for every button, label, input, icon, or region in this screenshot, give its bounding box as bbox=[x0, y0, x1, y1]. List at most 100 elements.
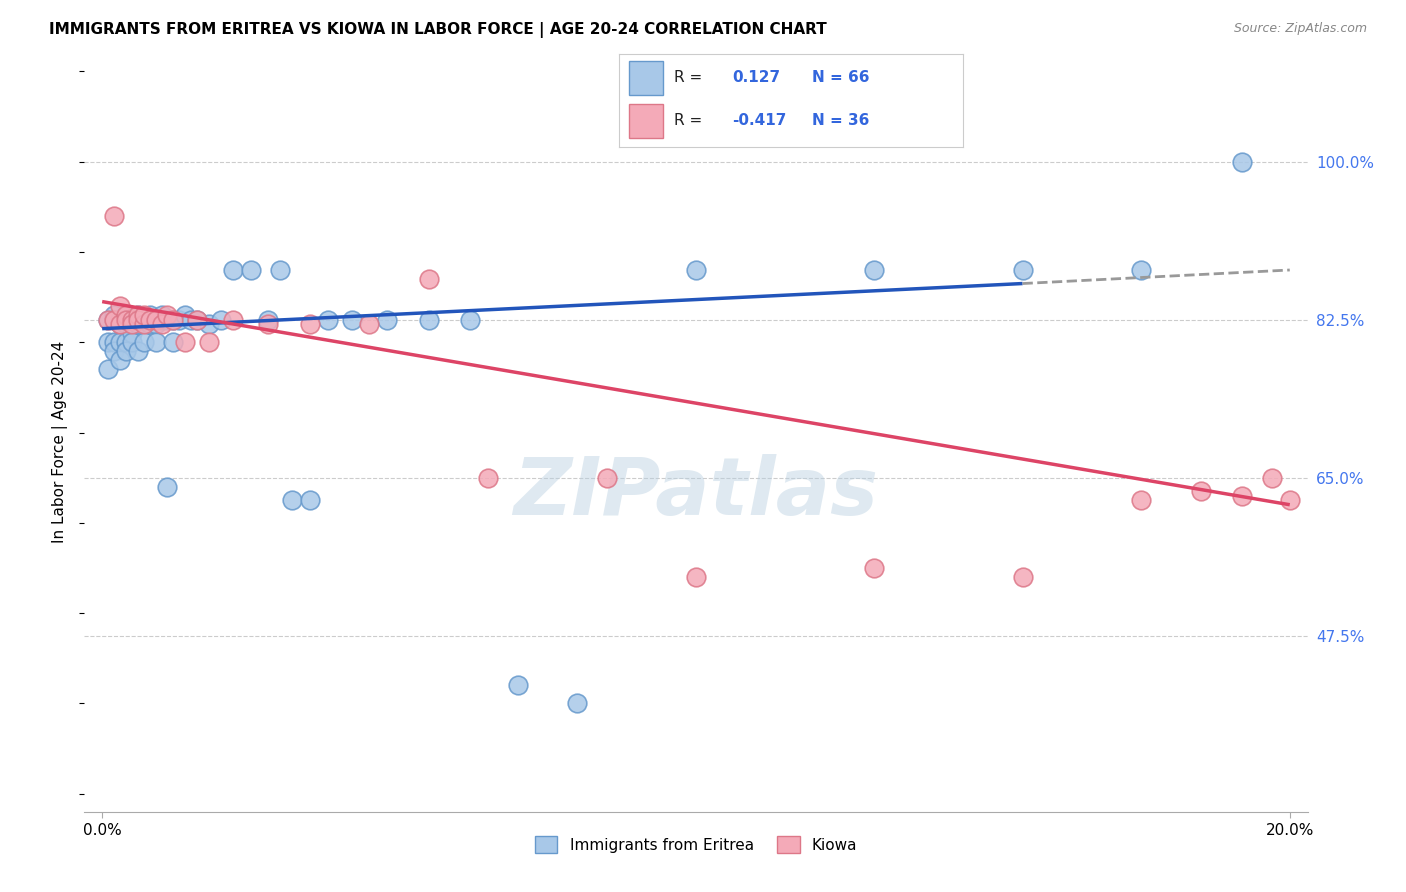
Point bbox=[418, 312, 440, 326]
Point bbox=[115, 317, 138, 331]
Point bbox=[103, 308, 125, 322]
Point bbox=[145, 312, 167, 326]
Point bbox=[103, 312, 125, 326]
Point bbox=[257, 312, 280, 326]
Point bbox=[127, 344, 149, 359]
Point bbox=[269, 263, 291, 277]
Point bbox=[174, 308, 197, 322]
Point bbox=[132, 308, 155, 322]
Text: Source: ZipAtlas.com: Source: ZipAtlas.com bbox=[1233, 22, 1367, 36]
Point bbox=[298, 493, 321, 508]
Point bbox=[162, 312, 184, 326]
Point bbox=[121, 326, 143, 341]
Point bbox=[108, 299, 131, 313]
Point bbox=[127, 308, 149, 322]
Point bbox=[138, 317, 160, 331]
Point bbox=[108, 335, 131, 350]
Point bbox=[685, 570, 707, 584]
Point bbox=[138, 312, 160, 326]
Point bbox=[1130, 493, 1153, 508]
Point bbox=[103, 344, 125, 359]
Point bbox=[162, 312, 184, 326]
Point bbox=[115, 335, 138, 350]
Point bbox=[1011, 570, 1033, 584]
Point bbox=[115, 308, 138, 322]
Point bbox=[1261, 470, 1284, 484]
Point bbox=[127, 312, 149, 326]
Point bbox=[121, 317, 143, 331]
Point bbox=[108, 312, 131, 326]
Point bbox=[169, 312, 191, 326]
Point bbox=[298, 317, 321, 331]
Text: IMMIGRANTS FROM ERITREA VS KIOWA IN LABOR FORCE | AGE 20-24 CORRELATION CHART: IMMIGRANTS FROM ERITREA VS KIOWA IN LABO… bbox=[49, 22, 827, 38]
Point bbox=[108, 317, 131, 331]
Text: N = 66: N = 66 bbox=[811, 70, 869, 86]
Point bbox=[97, 362, 120, 376]
Point bbox=[115, 344, 138, 359]
Point bbox=[156, 312, 179, 326]
Point bbox=[103, 335, 125, 350]
Point bbox=[180, 312, 202, 326]
Point bbox=[97, 312, 120, 326]
Point bbox=[132, 335, 155, 350]
Point bbox=[567, 697, 589, 711]
Point bbox=[132, 312, 155, 326]
Point bbox=[359, 317, 381, 331]
Point bbox=[121, 312, 143, 326]
Point bbox=[222, 312, 245, 326]
Point bbox=[1130, 263, 1153, 277]
Text: R =: R = bbox=[673, 70, 702, 86]
Point bbox=[97, 312, 120, 326]
Point bbox=[121, 317, 143, 331]
Point bbox=[127, 312, 149, 326]
Point bbox=[863, 263, 886, 277]
Point bbox=[174, 335, 197, 350]
Text: -0.417: -0.417 bbox=[733, 113, 787, 128]
Point bbox=[115, 312, 138, 326]
Point bbox=[1011, 263, 1033, 277]
Point bbox=[209, 312, 232, 326]
Point bbox=[1278, 493, 1301, 508]
Point bbox=[281, 493, 304, 508]
Point bbox=[186, 312, 208, 326]
Point bbox=[239, 263, 262, 277]
Text: R =: R = bbox=[673, 113, 702, 128]
Point bbox=[460, 312, 482, 326]
Point bbox=[156, 308, 179, 322]
Point bbox=[863, 561, 886, 575]
Point bbox=[103, 209, 125, 223]
Point bbox=[132, 317, 155, 331]
FancyBboxPatch shape bbox=[628, 104, 664, 138]
Point bbox=[198, 317, 221, 331]
Point bbox=[596, 470, 619, 484]
Point bbox=[97, 335, 120, 350]
Point bbox=[162, 335, 184, 350]
Point bbox=[1189, 484, 1212, 499]
Point bbox=[115, 312, 138, 326]
Point bbox=[316, 312, 339, 326]
Point bbox=[418, 272, 440, 286]
Point bbox=[150, 312, 173, 326]
Point bbox=[121, 312, 143, 326]
Point bbox=[477, 470, 499, 484]
Point bbox=[186, 312, 208, 326]
Point bbox=[121, 335, 143, 350]
Legend: Immigrants from Eritrea, Kiowa: Immigrants from Eritrea, Kiowa bbox=[529, 830, 863, 860]
Point bbox=[138, 312, 160, 326]
Point bbox=[150, 317, 173, 331]
Point bbox=[145, 335, 167, 350]
Point bbox=[132, 312, 155, 326]
Text: N = 36: N = 36 bbox=[811, 113, 869, 128]
Point bbox=[103, 312, 125, 326]
Point bbox=[222, 263, 245, 277]
Point bbox=[340, 312, 363, 326]
Point bbox=[115, 308, 138, 322]
Point bbox=[103, 312, 125, 326]
Point bbox=[108, 317, 131, 331]
Point bbox=[127, 308, 149, 322]
Point bbox=[685, 263, 707, 277]
Point bbox=[375, 312, 398, 326]
Point bbox=[198, 335, 221, 350]
Point bbox=[115, 312, 138, 326]
Point bbox=[145, 317, 167, 331]
